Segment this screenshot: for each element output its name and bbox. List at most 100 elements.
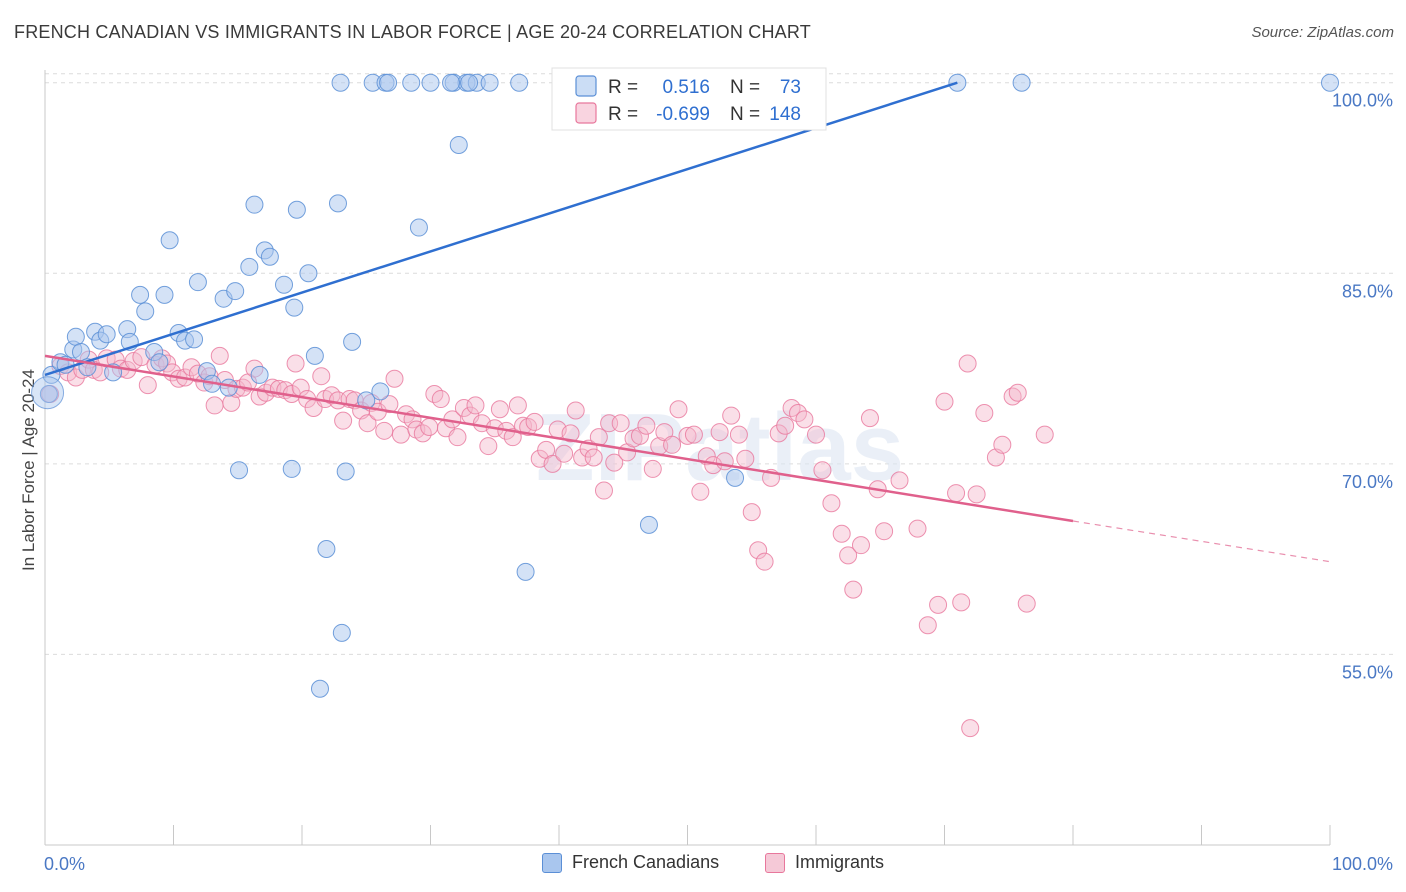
- french-canadians-point: [260, 247, 279, 266]
- french-canadians-point: [409, 218, 428, 237]
- french-canadians-point: [275, 275, 294, 294]
- french-canadians-point: [317, 539, 336, 558]
- french-canadians-point: [510, 73, 529, 92]
- immigrants-point: [611, 414, 630, 433]
- immigrants-point: [334, 411, 353, 430]
- axes: [44, 70, 1331, 846]
- y-axis-label: In Labor Force | Age 20-24: [19, 369, 38, 571]
- legend-label-immigrants: Immigrants: [795, 852, 885, 872]
- immigrants-point: [975, 404, 994, 423]
- french-canadians-point: [421, 73, 440, 92]
- french-canadians-points: [31, 73, 1339, 698]
- french-canadians-point: [726, 468, 745, 487]
- french-canadians-point: [66, 327, 85, 346]
- immigrants-point: [448, 428, 467, 447]
- immigrants-point: [691, 482, 710, 501]
- legend-label-french-canadians: French Canadians: [572, 852, 720, 872]
- immigrants-point: [1008, 383, 1027, 402]
- immigrants-point: [947, 484, 966, 503]
- french-canadians-point: [31, 376, 65, 410]
- immigrants-point: [908, 519, 927, 538]
- stats-legend-box: [551, 67, 827, 131]
- immigrants-point: [358, 414, 377, 433]
- french-canadians-point: [639, 515, 658, 534]
- immigrants-point: [795, 410, 814, 429]
- y-tick-label: 100.0%: [1332, 91, 1393, 111]
- immigrants-point: [755, 552, 774, 571]
- immigrants-point: [678, 426, 697, 445]
- immigrants-point: [929, 595, 948, 614]
- immigrants-point: [630, 426, 649, 445]
- french-canadians-point: [230, 461, 249, 480]
- stats-r-label: R =: [608, 77, 638, 98]
- immigrants-point: [789, 404, 808, 423]
- immigrants-point: [454, 398, 473, 417]
- immigrants-point: [958, 354, 977, 373]
- immigrants-point: [807, 425, 825, 444]
- immigrants-points: [41, 346, 1054, 738]
- legend-item-french-canadians[interactable]: French Canadians: [542, 852, 719, 873]
- immigrants-point: [742, 503, 761, 522]
- chart-title: FRENCH CANADIAN VS IMMIGRANTS IN LABOR F…: [14, 22, 811, 42]
- french-canadians-point: [226, 282, 245, 301]
- stats-r-value: 0.516: [662, 77, 710, 98]
- french-canadians-point: [402, 73, 421, 92]
- immigrants-point: [961, 719, 980, 738]
- french-canadians-point: [449, 135, 468, 154]
- french-canadians-point: [97, 325, 116, 344]
- immigrants-point: [391, 425, 410, 444]
- french-canadians-point: [328, 194, 347, 213]
- french-canadians-point: [332, 623, 351, 642]
- immigrants-point: [822, 494, 841, 513]
- immigrants-point: [729, 425, 748, 444]
- french-canadians-point: [305, 346, 324, 365]
- immigrants-point: [385, 369, 404, 388]
- immigrants-point: [722, 406, 741, 425]
- immigrants-point: [525, 412, 544, 431]
- immigrants-point: [918, 616, 937, 635]
- french-canadians-point: [150, 353, 169, 372]
- stats-n-label: N =: [730, 77, 760, 98]
- immigrants-point: [844, 580, 863, 599]
- immigrants-point: [769, 424, 788, 443]
- french-canadians-point: [282, 459, 301, 478]
- french-canadians-point: [287, 200, 306, 219]
- stats-n-value: 73: [780, 77, 801, 98]
- french-canadians-point: [310, 679, 329, 698]
- french-canadians-point: [71, 343, 90, 362]
- immigrants-point: [584, 448, 603, 467]
- immigrants-point: [684, 425, 703, 444]
- french-canadians-point: [336, 462, 355, 481]
- immigrants-point: [566, 401, 585, 420]
- immigrants-point: [749, 541, 768, 560]
- immigrants-point: [413, 424, 432, 443]
- french-canadians-point: [379, 73, 398, 92]
- french-canadians-point: [155, 285, 174, 304]
- immigrants-point: [466, 396, 485, 415]
- immigrants-point: [380, 395, 399, 414]
- french-canadians-point: [331, 73, 350, 92]
- legend-item-immigrants[interactable]: Immigrants: [765, 852, 884, 873]
- trend-lines: [44, 81, 1331, 563]
- french-canadians-point: [160, 231, 179, 250]
- immigrants-point: [508, 396, 527, 415]
- french-canadians-point: [39, 384, 58, 403]
- y-tick-label: 70.0%: [1342, 472, 1393, 492]
- immigrants-point: [637, 416, 656, 435]
- legend-swatch-blue: [542, 852, 562, 873]
- immigrants-point: [594, 481, 613, 500]
- stats-r-label: R =: [608, 104, 638, 125]
- immigrants-point: [479, 437, 498, 456]
- immigrants-point: [643, 459, 662, 478]
- french-canadians-point: [245, 195, 264, 214]
- immigrants-point: [736, 449, 755, 468]
- immigrants-point: [952, 593, 971, 612]
- x-tick-labels: 0.0% 100.0%: [44, 854, 1393, 874]
- immigrants-point: [605, 453, 624, 472]
- y-tick-label: 55.0%: [1342, 662, 1393, 682]
- immigrants-point: [420, 418, 439, 437]
- stats-legend: R = 0.516 N = 73 R = -0.699 N = 148: [551, 67, 827, 131]
- french-canadians-point: [240, 257, 259, 276]
- immigrants-point: [776, 416, 795, 435]
